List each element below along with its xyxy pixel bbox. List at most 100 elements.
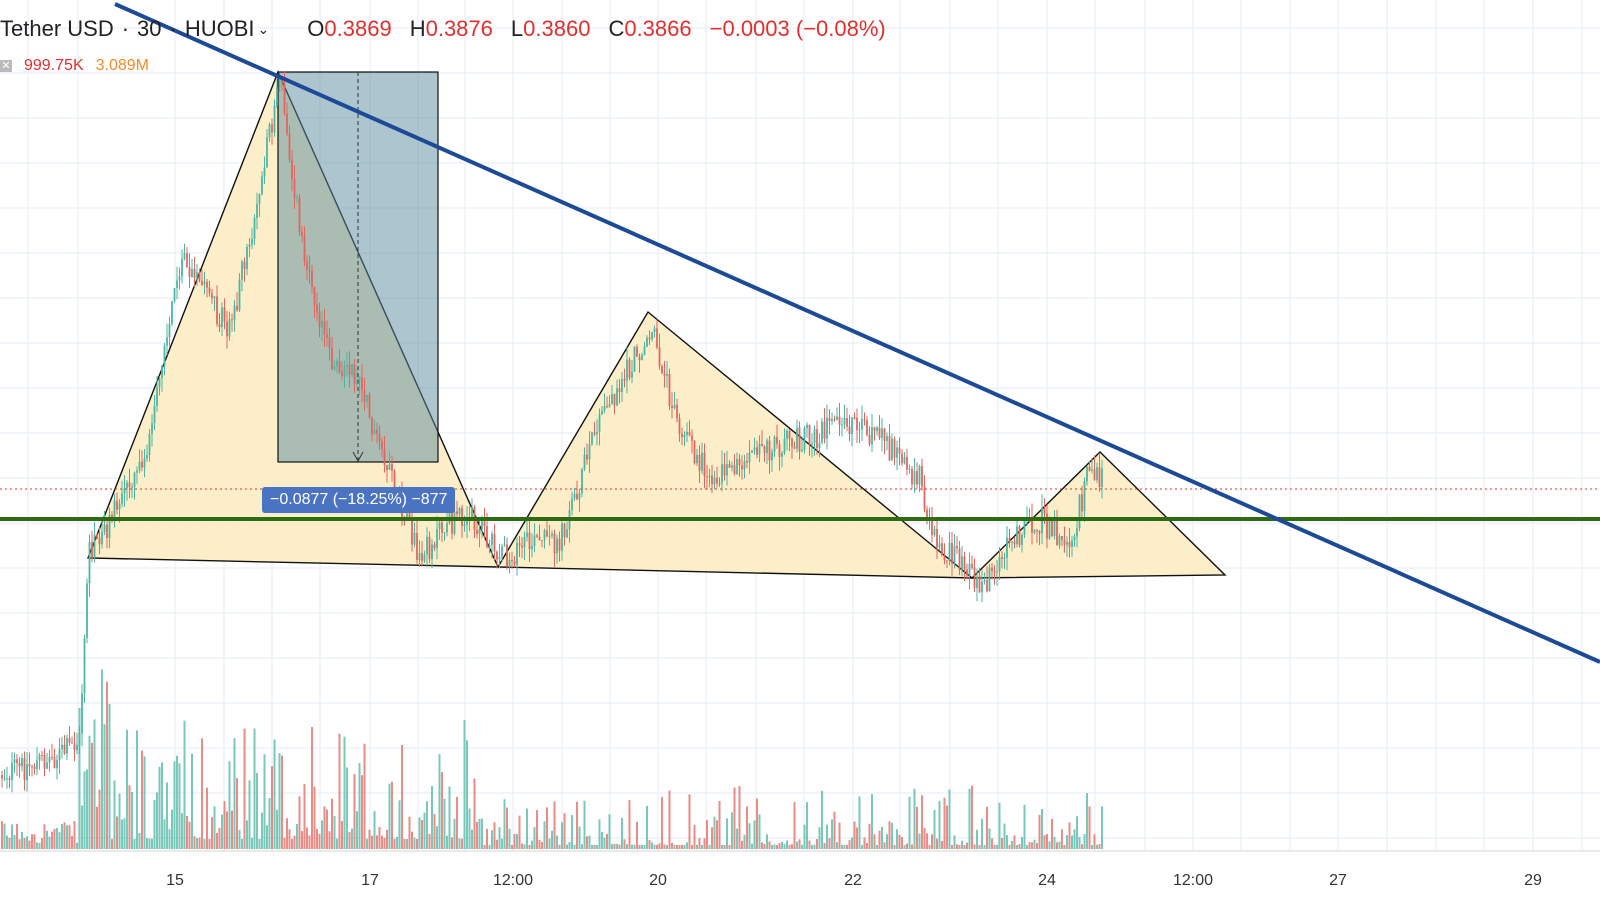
volume-value: 999.75K bbox=[24, 57, 84, 74]
right-shoulder-triangle[interactable] bbox=[970, 451, 1227, 579]
volume-bar bbox=[976, 829, 978, 849]
volume-bar bbox=[663, 844, 666, 849]
volume-bar bbox=[788, 844, 791, 849]
candle-body bbox=[151, 423, 153, 434]
close-icon[interactable]: ✕ bbox=[0, 60, 12, 72]
volume-bar bbox=[323, 806, 326, 849]
volume-bar bbox=[981, 818, 983, 849]
candle-body bbox=[821, 421, 823, 443]
candle-body bbox=[463, 524, 466, 526]
candle-body bbox=[556, 538, 558, 554]
candle-body bbox=[131, 487, 133, 489]
candle-body bbox=[296, 197, 298, 199]
volume-bar bbox=[133, 838, 136, 849]
volume-bar bbox=[913, 788, 916, 849]
candle-body bbox=[971, 563, 973, 568]
candle-body bbox=[918, 465, 921, 485]
volume-bar bbox=[428, 833, 431, 849]
volume-bar bbox=[541, 841, 543, 849]
candle-body bbox=[1063, 539, 1066, 545]
candle-body bbox=[591, 432, 593, 445]
interval-label[interactable]: 30 bbox=[137, 16, 162, 41]
candle-body bbox=[976, 576, 978, 588]
candle-body bbox=[533, 535, 536, 546]
volume-bar bbox=[528, 844, 531, 849]
candle-body bbox=[1031, 517, 1033, 533]
volume-bar bbox=[616, 844, 618, 849]
volume-bar bbox=[871, 794, 873, 849]
candle-body bbox=[106, 524, 108, 539]
candle-body bbox=[426, 536, 428, 555]
volume-bar bbox=[611, 844, 613, 849]
candle-body bbox=[1021, 534, 1023, 545]
candle-body bbox=[456, 511, 458, 515]
candle-body bbox=[308, 269, 311, 272]
candle-body bbox=[681, 433, 683, 438]
candle-body bbox=[1061, 536, 1063, 540]
volume-bar bbox=[783, 844, 786, 849]
candle-body bbox=[238, 279, 241, 311]
volume-bar bbox=[378, 827, 381, 849]
candle-body bbox=[453, 511, 456, 534]
chevron-down-icon[interactable]: ⌄ bbox=[257, 20, 270, 37]
volume-bar bbox=[626, 844, 628, 849]
candle-body bbox=[138, 461, 141, 471]
volume-bar bbox=[86, 769, 88, 849]
candle-body bbox=[683, 435, 686, 438]
volume-bar bbox=[68, 825, 71, 849]
volume-bar bbox=[868, 823, 871, 849]
volume-bar bbox=[1101, 806, 1103, 849]
candle-body bbox=[826, 417, 828, 439]
volume-bar bbox=[263, 754, 266, 849]
candle-body bbox=[423, 554, 426, 561]
candle-body bbox=[298, 197, 301, 232]
candle-body bbox=[951, 542, 953, 565]
volume-bar bbox=[893, 844, 896, 849]
candle-body bbox=[686, 431, 688, 436]
candle-body bbox=[356, 381, 358, 384]
volume-bar bbox=[656, 844, 658, 849]
header-separator: · bbox=[121, 16, 130, 41]
volume-bar bbox=[341, 820, 343, 849]
candle-body bbox=[916, 471, 918, 485]
measure-label: −0.0877 (−18.25%) −877 bbox=[262, 487, 456, 513]
candle-body bbox=[53, 757, 56, 769]
volume-bar bbox=[683, 844, 686, 849]
candle-body bbox=[736, 458, 738, 475]
candle-body bbox=[173, 288, 176, 302]
volume-bar bbox=[631, 844, 633, 849]
volume-bar bbox=[116, 816, 118, 849]
volume-bar bbox=[953, 835, 956, 849]
candle-body bbox=[651, 331, 653, 340]
volume-bar bbox=[738, 785, 741, 849]
volume-bar bbox=[1078, 836, 1081, 849]
candle-body bbox=[803, 428, 806, 450]
volume-bar bbox=[638, 844, 641, 849]
candle-body bbox=[303, 236, 306, 262]
candle-body bbox=[141, 461, 143, 468]
volume-bar bbox=[261, 812, 263, 849]
candle-body bbox=[991, 567, 993, 572]
x-axis[interactable]: 15 17 12:00 20 22 24 12:00 27 29 bbox=[0, 872, 1600, 892]
candle-body bbox=[1003, 557, 1006, 559]
volume-bar bbox=[333, 815, 336, 849]
candle-body bbox=[1073, 536, 1076, 541]
volume-bar bbox=[131, 791, 133, 849]
volume-bar bbox=[1051, 818, 1053, 849]
descending-trendline[interactable] bbox=[114, 2, 1600, 664]
exchange-label[interactable]: HUOBI bbox=[184, 16, 255, 41]
volume-bar bbox=[496, 839, 498, 849]
volume-bar bbox=[1026, 844, 1028, 849]
x-axis-label: 22 bbox=[844, 872, 862, 889]
symbol-name[interactable]: Tether USD bbox=[0, 16, 114, 41]
volume-bar bbox=[431, 786, 433, 849]
volume-bar bbox=[808, 840, 811, 849]
volume-bar bbox=[698, 838, 701, 849]
volume-bar bbox=[371, 835, 373, 849]
x-axis-label: 29 bbox=[1524, 872, 1542, 889]
candle-body bbox=[1001, 556, 1003, 559]
candle-body bbox=[1096, 467, 1098, 480]
volume-bar bbox=[406, 838, 408, 849]
candle-body bbox=[941, 543, 943, 556]
